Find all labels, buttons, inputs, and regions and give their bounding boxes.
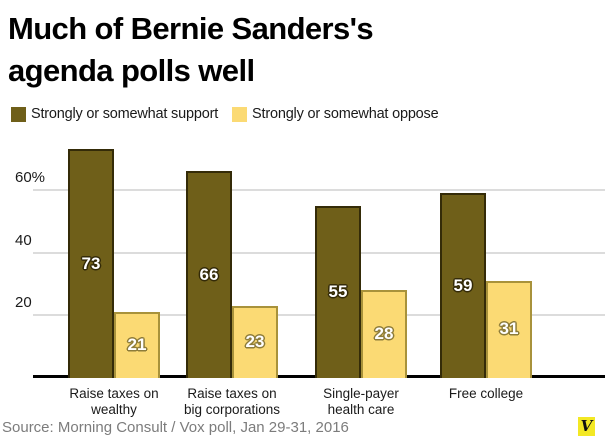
bar-value-label: 23: [245, 331, 265, 351]
source-note: Source: Morning Consult / Vox poll, Jan …: [2, 419, 349, 436]
category-label-2: Single-payer health care: [323, 386, 399, 417]
bar-oppose-1: [232, 305, 278, 378]
legend: Strongly or somewhat support Strongly or…: [11, 106, 439, 122]
bar-support-1: [186, 171, 232, 378]
plot-area: 20 40 60% 73 66 55 59 21 23 28 31 Raise taxes on we…: [15, 140, 605, 417]
bar-value-label: 73: [81, 253, 101, 273]
bar-support-2: [315, 205, 361, 378]
bar-value-label: 59: [453, 275, 473, 295]
bar-support-0: [68, 149, 114, 378]
bar-oppose-3: [486, 280, 532, 378]
legend-item-support: Strongly or somewhat support: [11, 106, 218, 122]
vox-logo: V: [578, 417, 595, 436]
ytick-label-60: 60%: [15, 169, 46, 187]
category-label-3: Free college: [448, 386, 524, 401]
bar-value-label: 66: [199, 264, 219, 284]
legend-label-oppose: Strongly or somewhat oppose: [252, 106, 439, 122]
support-swatch-icon: [11, 106, 26, 122]
bar-oppose-0: [114, 312, 160, 378]
vox-logo-letter: V: [580, 417, 593, 435]
category-label-1: Raise taxes on big corporations: [183, 386, 281, 417]
category-label-0: Raise taxes on wealthy: [69, 386, 159, 417]
ytick-label-20: 20: [15, 294, 32, 312]
ytick-label-40: 40: [15, 231, 32, 249]
legend-item-oppose: Strongly or somewhat oppose: [232, 106, 439, 122]
bar-oppose-2: [361, 290, 407, 378]
chart-title: Much of Bernie Sanders's agenda polls we…: [8, 11, 374, 88]
bar-value-label: 21: [127, 335, 147, 355]
bar-value-label: 55: [328, 281, 348, 301]
gridline-60: [33, 189, 605, 192]
legend-label-support: Strongly or somewhat support: [31, 106, 219, 122]
oppose-swatch-icon: [232, 106, 248, 122]
bar-value-label: 31: [499, 319, 519, 339]
bar-support-3: [440, 193, 486, 378]
bar-value-label: 28: [374, 324, 394, 344]
